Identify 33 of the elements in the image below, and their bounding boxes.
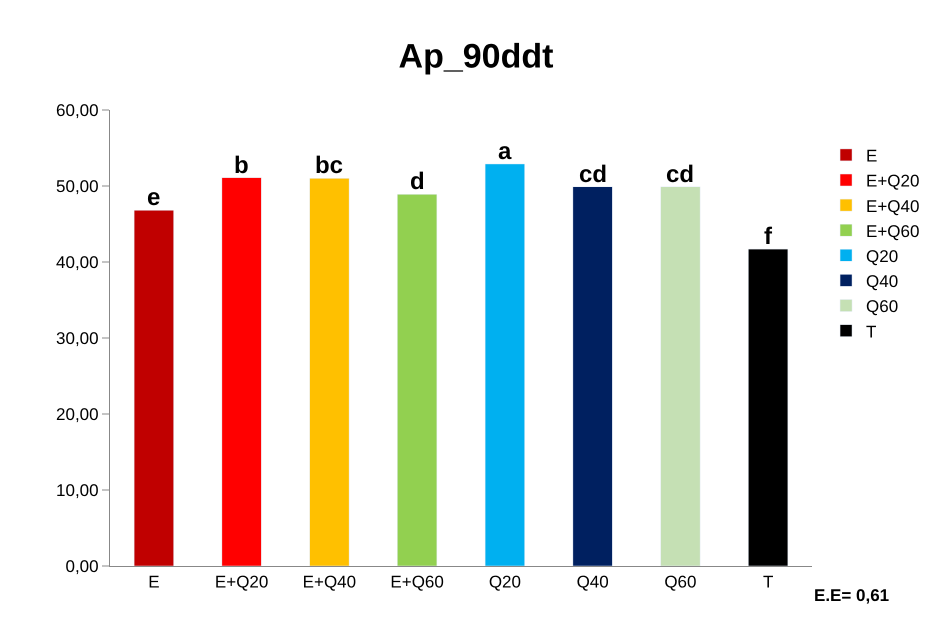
legend-label: E+Q40 (866, 196, 920, 216)
legend-label: E+Q20 (866, 172, 920, 191)
annotation: d (410, 168, 425, 195)
x-tick-label: Q20 (488, 572, 521, 592)
annotation: f (764, 223, 773, 250)
y-tick-label: 0,00 (66, 556, 99, 576)
y-tick-label: 10,00 (56, 480, 99, 500)
annotation: cd (579, 161, 608, 188)
annotation: e (147, 184, 160, 211)
x-tick-label: Q40 (576, 572, 609, 592)
annotation: cd (666, 161, 694, 188)
x-tick-label: T (762, 572, 774, 592)
x-tick-label: E+Q60 (390, 572, 444, 592)
y-tick-label: 20,00 (56, 404, 99, 424)
y-tick-label: 50,00 (56, 176, 99, 196)
x-tick-label: E+Q20 (214, 572, 268, 592)
legend-label: Q60 (866, 297, 898, 316)
annotation: a (498, 138, 512, 165)
legend-label: E+Q60 (866, 222, 920, 241)
chart-title: Ap_90ddt (398, 38, 554, 76)
legend-label: Q20 (866, 246, 898, 266)
annotation: b (234, 152, 249, 179)
text: E.E= 0,61 (814, 586, 890, 605)
y-tick-label: 60,00 (56, 100, 99, 120)
annotation: bc (315, 152, 344, 179)
legend-label: E (866, 146, 878, 166)
legend-label: T (866, 322, 876, 342)
y-tick-label: 40,00 (56, 252, 99, 272)
x-tick-label: Q60 (664, 572, 696, 592)
legend-label: Q40 (866, 272, 898, 292)
x-tick-label: E+Q40 (302, 572, 356, 592)
y-tick-label: 30,00 (56, 328, 99, 348)
x-tick-label: E (148, 572, 160, 592)
